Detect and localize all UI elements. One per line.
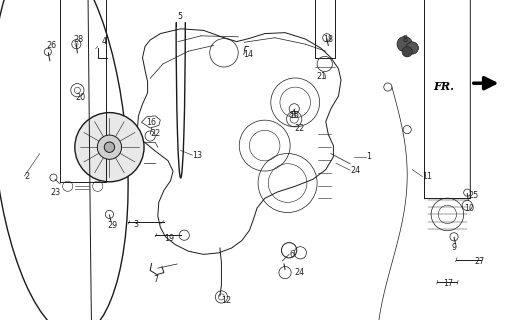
Text: 1: 1 (366, 152, 372, 161)
Text: 15: 15 (289, 111, 299, 120)
Text: 5: 5 (177, 12, 182, 21)
Text: 24: 24 (294, 268, 304, 277)
Text: 26: 26 (47, 41, 57, 50)
Text: 11: 11 (422, 172, 433, 181)
Text: 29: 29 (107, 221, 117, 230)
Text: 27: 27 (474, 257, 485, 266)
Text: 18: 18 (323, 35, 333, 44)
Text: 8: 8 (402, 35, 407, 44)
Text: 16: 16 (147, 118, 157, 127)
Text: 23: 23 (50, 188, 60, 197)
Text: 2: 2 (24, 172, 30, 180)
Circle shape (406, 42, 418, 54)
Text: 21: 21 (317, 72, 327, 81)
Text: 7: 7 (154, 275, 159, 284)
Text: 28: 28 (74, 35, 84, 44)
Text: 22: 22 (294, 124, 304, 132)
Text: 3: 3 (133, 220, 138, 228)
Circle shape (75, 113, 144, 182)
Circle shape (402, 47, 412, 57)
Text: 13: 13 (192, 151, 203, 160)
Text: 4: 4 (102, 37, 107, 46)
Text: 24: 24 (350, 166, 360, 175)
Circle shape (104, 142, 115, 152)
Text: 12: 12 (221, 296, 232, 305)
Text: 25: 25 (468, 191, 478, 200)
Text: 10: 10 (464, 204, 474, 213)
Text: 19: 19 (164, 234, 174, 243)
Circle shape (97, 135, 122, 159)
Text: 14: 14 (243, 50, 253, 59)
Text: 20: 20 (75, 93, 86, 102)
Text: 9: 9 (452, 243, 457, 252)
Circle shape (397, 36, 412, 52)
Text: 17: 17 (443, 279, 453, 288)
Text: 6: 6 (289, 250, 294, 259)
Text: FR.: FR. (433, 81, 454, 92)
Text: 22: 22 (150, 129, 160, 138)
